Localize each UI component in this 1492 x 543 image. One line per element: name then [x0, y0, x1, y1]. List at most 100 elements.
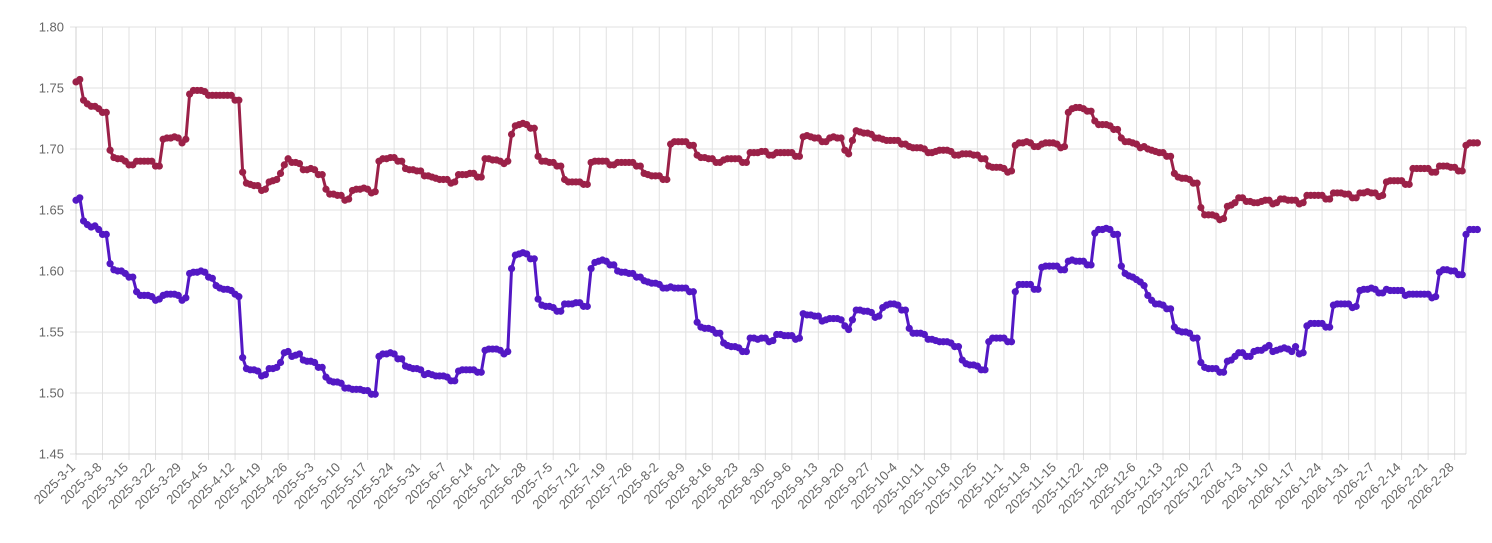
data-point[interactable] — [1113, 230, 1122, 238]
data-point[interactable] — [1193, 179, 1201, 187]
data-point[interactable] — [174, 134, 182, 142]
data-point[interactable] — [417, 366, 425, 374]
data-point[interactable] — [337, 379, 345, 387]
data-point[interactable] — [398, 355, 406, 363]
data-point[interactable] — [583, 180, 591, 188]
data-point[interactable] — [534, 295, 542, 303]
data-point[interactable] — [901, 306, 910, 314]
data-point[interactable] — [254, 182, 262, 190]
data-point[interactable] — [557, 307, 565, 315]
data-point[interactable] — [920, 330, 928, 339]
data-point[interactable] — [845, 325, 853, 334]
data-point[interactable] — [95, 225, 103, 234]
data-point[interactable] — [1144, 291, 1152, 299]
data-point[interactable] — [201, 268, 209, 276]
data-point[interactable] — [837, 134, 845, 142]
data-point[interactable] — [504, 157, 512, 165]
data-point[interactable] — [530, 124, 538, 132]
data-point[interactable] — [742, 158, 750, 167]
data-point[interactable] — [208, 274, 216, 282]
data-point[interactable] — [1026, 280, 1035, 289]
data-point[interactable] — [417, 167, 425, 175]
data-point[interactable] — [318, 363, 326, 371]
data-point[interactable] — [398, 157, 406, 165]
data-point[interactable] — [534, 152, 542, 160]
data-point[interactable] — [477, 173, 485, 181]
data-point[interactable] — [273, 175, 281, 184]
data-point[interactable] — [1140, 282, 1148, 290]
data-point[interactable] — [106, 260, 114, 268]
data-point[interactable] — [507, 264, 516, 273]
data-point[interactable] — [1193, 334, 1201, 342]
data-point[interactable] — [254, 367, 262, 375]
data-point[interactable] — [1398, 286, 1406, 295]
data-point[interactable] — [284, 347, 292, 356]
data-point[interactable] — [174, 291, 182, 299]
data-point[interactable] — [1299, 349, 1307, 357]
data-point[interactable] — [76, 194, 84, 202]
data-point[interactable] — [1060, 142, 1069, 151]
data-point[interactable] — [867, 308, 875, 317]
data-point[interactable] — [371, 390, 379, 398]
data-point[interactable] — [795, 152, 804, 160]
data-point[interactable] — [227, 91, 235, 99]
data-point[interactable] — [716, 329, 724, 337]
data-point[interactable] — [239, 168, 247, 176]
data-point[interactable] — [845, 150, 853, 158]
data-point[interactable] — [311, 358, 319, 367]
data-point[interactable] — [337, 191, 345, 199]
data-point[interactable] — [76, 75, 84, 84]
data-point[interactable] — [981, 155, 989, 163]
data-point[interactable] — [322, 185, 330, 193]
data-point[interactable] — [504, 347, 512, 356]
data-point[interactable] — [1117, 262, 1125, 270]
data-point[interactable] — [182, 294, 190, 302]
data-point[interactable] — [155, 162, 163, 170]
data-point[interactable] — [530, 255, 538, 263]
data-point[interactable] — [837, 316, 845, 324]
data-point[interactable] — [235, 293, 243, 301]
data-point[interactable] — [905, 324, 913, 332]
data-point[interactable] — [894, 301, 902, 309]
data-point[interactable] — [1197, 203, 1205, 212]
data-point[interactable] — [273, 363, 281, 371]
data-point[interactable] — [981, 366, 989, 374]
data-point[interactable] — [295, 350, 304, 358]
data-point[interactable] — [693, 318, 701, 326]
data-point[interactable] — [1231, 199, 1239, 207]
data-point[interactable] — [102, 108, 110, 116]
data-point[interactable] — [1458, 167, 1466, 175]
data-point[interactable] — [1087, 107, 1095, 115]
data-point[interactable] — [1011, 288, 1019, 296]
data-point[interactable] — [523, 250, 531, 258]
data-point[interactable] — [954, 343, 963, 351]
data-point[interactable] — [261, 185, 269, 193]
data-point[interactable] — [1265, 341, 1273, 350]
data-point[interactable] — [689, 288, 697, 296]
data-point[interactable] — [390, 350, 398, 358]
data-point[interactable] — [1106, 225, 1114, 234]
data-point[interactable] — [1166, 152, 1175, 160]
data-point[interactable] — [129, 273, 137, 281]
data-point[interactable] — [106, 146, 114, 154]
data-point[interactable] — [1087, 261, 1095, 269]
data-point[interactable] — [1185, 329, 1194, 337]
data-point[interactable] — [1473, 225, 1481, 234]
data-point[interactable] — [507, 130, 516, 138]
data-point[interactable] — [875, 312, 883, 320]
data-point[interactable] — [239, 354, 247, 362]
data-point[interactable] — [261, 371, 269, 379]
data-point[interactable] — [587, 264, 595, 273]
data-point[interactable] — [1220, 214, 1228, 223]
data-point[interactable] — [583, 302, 591, 310]
data-point[interactable] — [1007, 338, 1016, 346]
data-point[interactable] — [689, 141, 697, 149]
data-point[interactable] — [1405, 180, 1413, 188]
data-point[interactable] — [848, 136, 857, 145]
data-point[interactable] — [742, 347, 750, 356]
data-point[interactable] — [371, 188, 379, 196]
data-point[interactable] — [295, 160, 304, 168]
data-point[interactable] — [1352, 194, 1360, 202]
data-point[interactable] — [1326, 195, 1334, 203]
data-point[interactable] — [1379, 191, 1387, 199]
